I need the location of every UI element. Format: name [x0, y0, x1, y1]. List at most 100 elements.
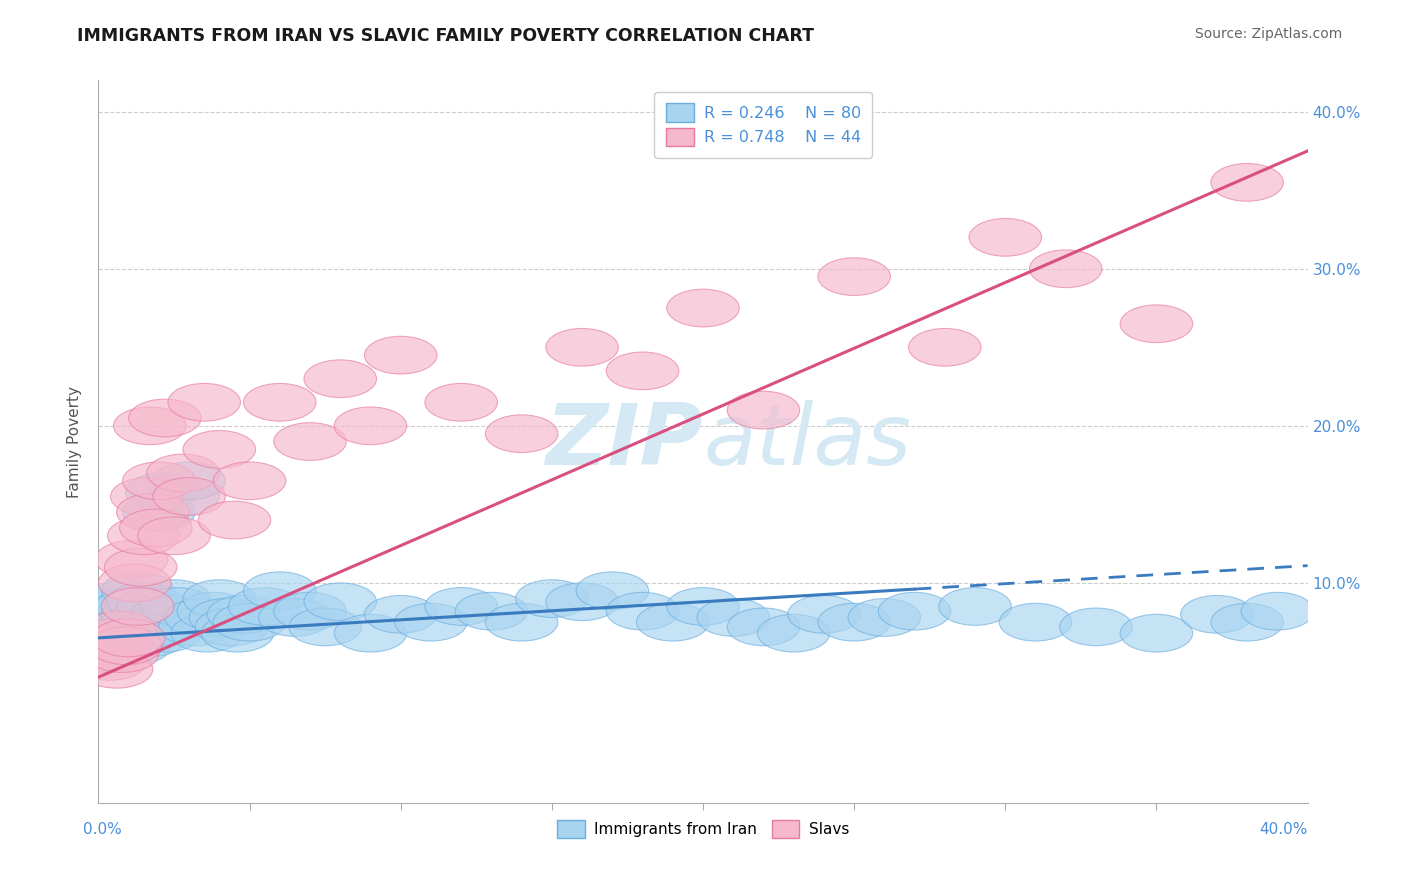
Ellipse shape — [90, 580, 162, 617]
Ellipse shape — [228, 588, 301, 625]
Ellipse shape — [69, 635, 141, 673]
Ellipse shape — [576, 572, 648, 609]
Ellipse shape — [86, 623, 159, 660]
Ellipse shape — [93, 619, 165, 657]
Ellipse shape — [939, 588, 1011, 625]
Ellipse shape — [129, 615, 201, 652]
Ellipse shape — [93, 619, 165, 657]
Ellipse shape — [83, 611, 156, 648]
Text: 0.0%: 0.0% — [83, 822, 122, 837]
Ellipse shape — [288, 608, 361, 646]
Ellipse shape — [243, 384, 316, 421]
Ellipse shape — [1121, 615, 1192, 652]
Ellipse shape — [77, 619, 150, 657]
Ellipse shape — [146, 454, 219, 491]
Legend: Immigrants from Iran, Slavs: Immigrants from Iran, Slavs — [550, 813, 856, 846]
Ellipse shape — [83, 603, 156, 641]
Ellipse shape — [80, 611, 153, 648]
Ellipse shape — [727, 392, 800, 429]
Ellipse shape — [787, 596, 860, 633]
Ellipse shape — [546, 582, 619, 621]
Ellipse shape — [195, 608, 267, 646]
Ellipse shape — [138, 580, 211, 617]
Ellipse shape — [1181, 596, 1253, 633]
Ellipse shape — [274, 423, 346, 460]
Ellipse shape — [198, 501, 271, 539]
Ellipse shape — [107, 582, 180, 621]
Ellipse shape — [456, 592, 527, 630]
Ellipse shape — [125, 473, 198, 510]
Ellipse shape — [879, 592, 950, 630]
Ellipse shape — [183, 431, 256, 468]
Ellipse shape — [259, 599, 332, 636]
Ellipse shape — [335, 407, 406, 445]
Ellipse shape — [818, 258, 890, 295]
Ellipse shape — [425, 384, 498, 421]
Text: atlas: atlas — [703, 400, 911, 483]
Ellipse shape — [90, 611, 162, 648]
Text: IMMIGRANTS FROM IRAN VS SLAVIC FAMILY POVERTY CORRELATION CHART: IMMIGRANTS FROM IRAN VS SLAVIC FAMILY PO… — [77, 27, 814, 45]
Ellipse shape — [107, 517, 180, 555]
Ellipse shape — [101, 572, 174, 609]
Ellipse shape — [697, 599, 769, 636]
Ellipse shape — [132, 596, 204, 633]
Ellipse shape — [485, 603, 558, 641]
Ellipse shape — [1211, 163, 1284, 202]
Text: ZIP: ZIP — [546, 400, 703, 483]
Ellipse shape — [72, 615, 143, 652]
Ellipse shape — [546, 328, 619, 366]
Ellipse shape — [98, 627, 172, 665]
Ellipse shape — [165, 599, 238, 636]
Ellipse shape — [72, 627, 143, 665]
Ellipse shape — [606, 592, 679, 630]
Ellipse shape — [214, 603, 285, 641]
Ellipse shape — [120, 608, 193, 646]
Ellipse shape — [666, 588, 740, 625]
Ellipse shape — [93, 599, 165, 636]
Ellipse shape — [129, 399, 201, 437]
Ellipse shape — [69, 619, 141, 657]
Ellipse shape — [98, 564, 172, 602]
Ellipse shape — [167, 384, 240, 421]
Ellipse shape — [75, 642, 146, 681]
Ellipse shape — [96, 588, 167, 625]
Ellipse shape — [80, 650, 153, 688]
Ellipse shape — [86, 592, 159, 630]
Ellipse shape — [637, 603, 709, 641]
Ellipse shape — [1211, 603, 1284, 641]
Ellipse shape — [201, 615, 274, 652]
Ellipse shape — [304, 582, 377, 621]
Ellipse shape — [80, 630, 153, 668]
Ellipse shape — [190, 599, 262, 636]
Ellipse shape — [1060, 608, 1132, 646]
Ellipse shape — [666, 289, 740, 326]
Ellipse shape — [83, 627, 156, 665]
Ellipse shape — [96, 541, 167, 578]
Ellipse shape — [86, 635, 159, 673]
Text: Source: ZipAtlas.com: Source: ZipAtlas.com — [1195, 27, 1343, 41]
Ellipse shape — [364, 596, 437, 633]
Ellipse shape — [77, 596, 150, 633]
Ellipse shape — [75, 635, 146, 673]
Ellipse shape — [1121, 305, 1192, 343]
Ellipse shape — [75, 608, 146, 646]
Ellipse shape — [114, 407, 186, 445]
Ellipse shape — [304, 359, 377, 398]
Ellipse shape — [104, 549, 177, 586]
Ellipse shape — [1029, 250, 1102, 287]
Ellipse shape — [90, 627, 162, 665]
Ellipse shape — [138, 517, 211, 555]
Ellipse shape — [395, 603, 467, 641]
Ellipse shape — [122, 462, 195, 500]
Ellipse shape — [114, 619, 186, 657]
Ellipse shape — [101, 596, 174, 633]
Ellipse shape — [274, 592, 346, 630]
Ellipse shape — [485, 415, 558, 452]
Ellipse shape — [111, 477, 183, 516]
Ellipse shape — [1000, 603, 1071, 641]
Ellipse shape — [98, 607, 172, 644]
Ellipse shape — [80, 588, 153, 625]
Ellipse shape — [153, 477, 225, 516]
Ellipse shape — [1241, 592, 1313, 630]
Y-axis label: Family Poverty: Family Poverty — [67, 385, 83, 498]
